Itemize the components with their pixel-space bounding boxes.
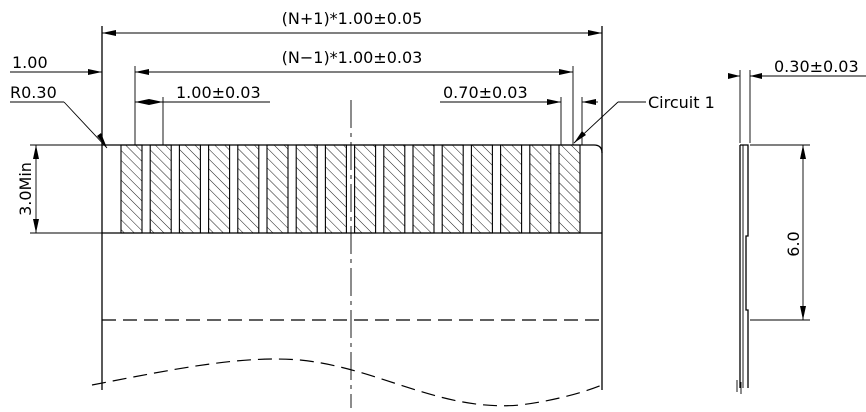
overall-width-label: (N+1)*1.00±0.05 xyxy=(282,9,423,28)
conductor-7 xyxy=(383,144,406,234)
edge-offset-label: 1.00 xyxy=(12,53,48,72)
pitch-span-label: (N−1)*1.00±0.03 xyxy=(282,48,423,67)
conductor-5 xyxy=(441,144,464,234)
conductor-11 xyxy=(266,144,289,234)
conductor-6 xyxy=(412,144,435,234)
conductor-10 xyxy=(295,144,318,234)
dim-overall-width: (N+1)*1.00±0.05 xyxy=(102,9,602,36)
pad-width-label: 0.70±0.03 xyxy=(443,83,528,102)
conductor-1 xyxy=(558,144,581,234)
conductor-15 xyxy=(149,144,172,234)
dim-edge-offset: 1.00 xyxy=(10,53,150,75)
circuit-1-label: Circuit 1 xyxy=(648,93,715,112)
pitch-label: 1.00±0.03 xyxy=(176,83,261,102)
conductor-9 xyxy=(324,144,347,234)
dim-corner-radius: R0.30 xyxy=(10,83,108,149)
circuit-1-callout: Circuit 1 xyxy=(573,93,715,144)
thickness-label: 0.30±0.03 xyxy=(774,57,859,76)
conductor-group xyxy=(120,144,581,234)
conductor-4 xyxy=(470,144,493,234)
stiffener-length-label: 6.0 xyxy=(784,231,803,256)
conductor-3 xyxy=(500,144,523,234)
conductor-13 xyxy=(208,144,231,234)
side-view: 0.30±0.03 6.0 xyxy=(728,57,866,394)
conductor-8 xyxy=(354,144,377,234)
conductor-2 xyxy=(529,144,552,234)
exposed-length-label: 3.0Min xyxy=(16,162,35,216)
conductor-12 xyxy=(237,144,260,234)
dim-exposed-length: 3.0Min xyxy=(16,144,102,234)
dim-pitch: 1.00±0.03 xyxy=(135,83,270,145)
conductor-14 xyxy=(178,144,201,234)
dim-pitch-span: (N−1)*1.00±0.03 xyxy=(134,48,574,145)
conductor-16 xyxy=(120,144,143,234)
dim-pad-width: 0.70±0.03 xyxy=(440,83,598,145)
corner-radius-label: R0.30 xyxy=(10,83,57,102)
